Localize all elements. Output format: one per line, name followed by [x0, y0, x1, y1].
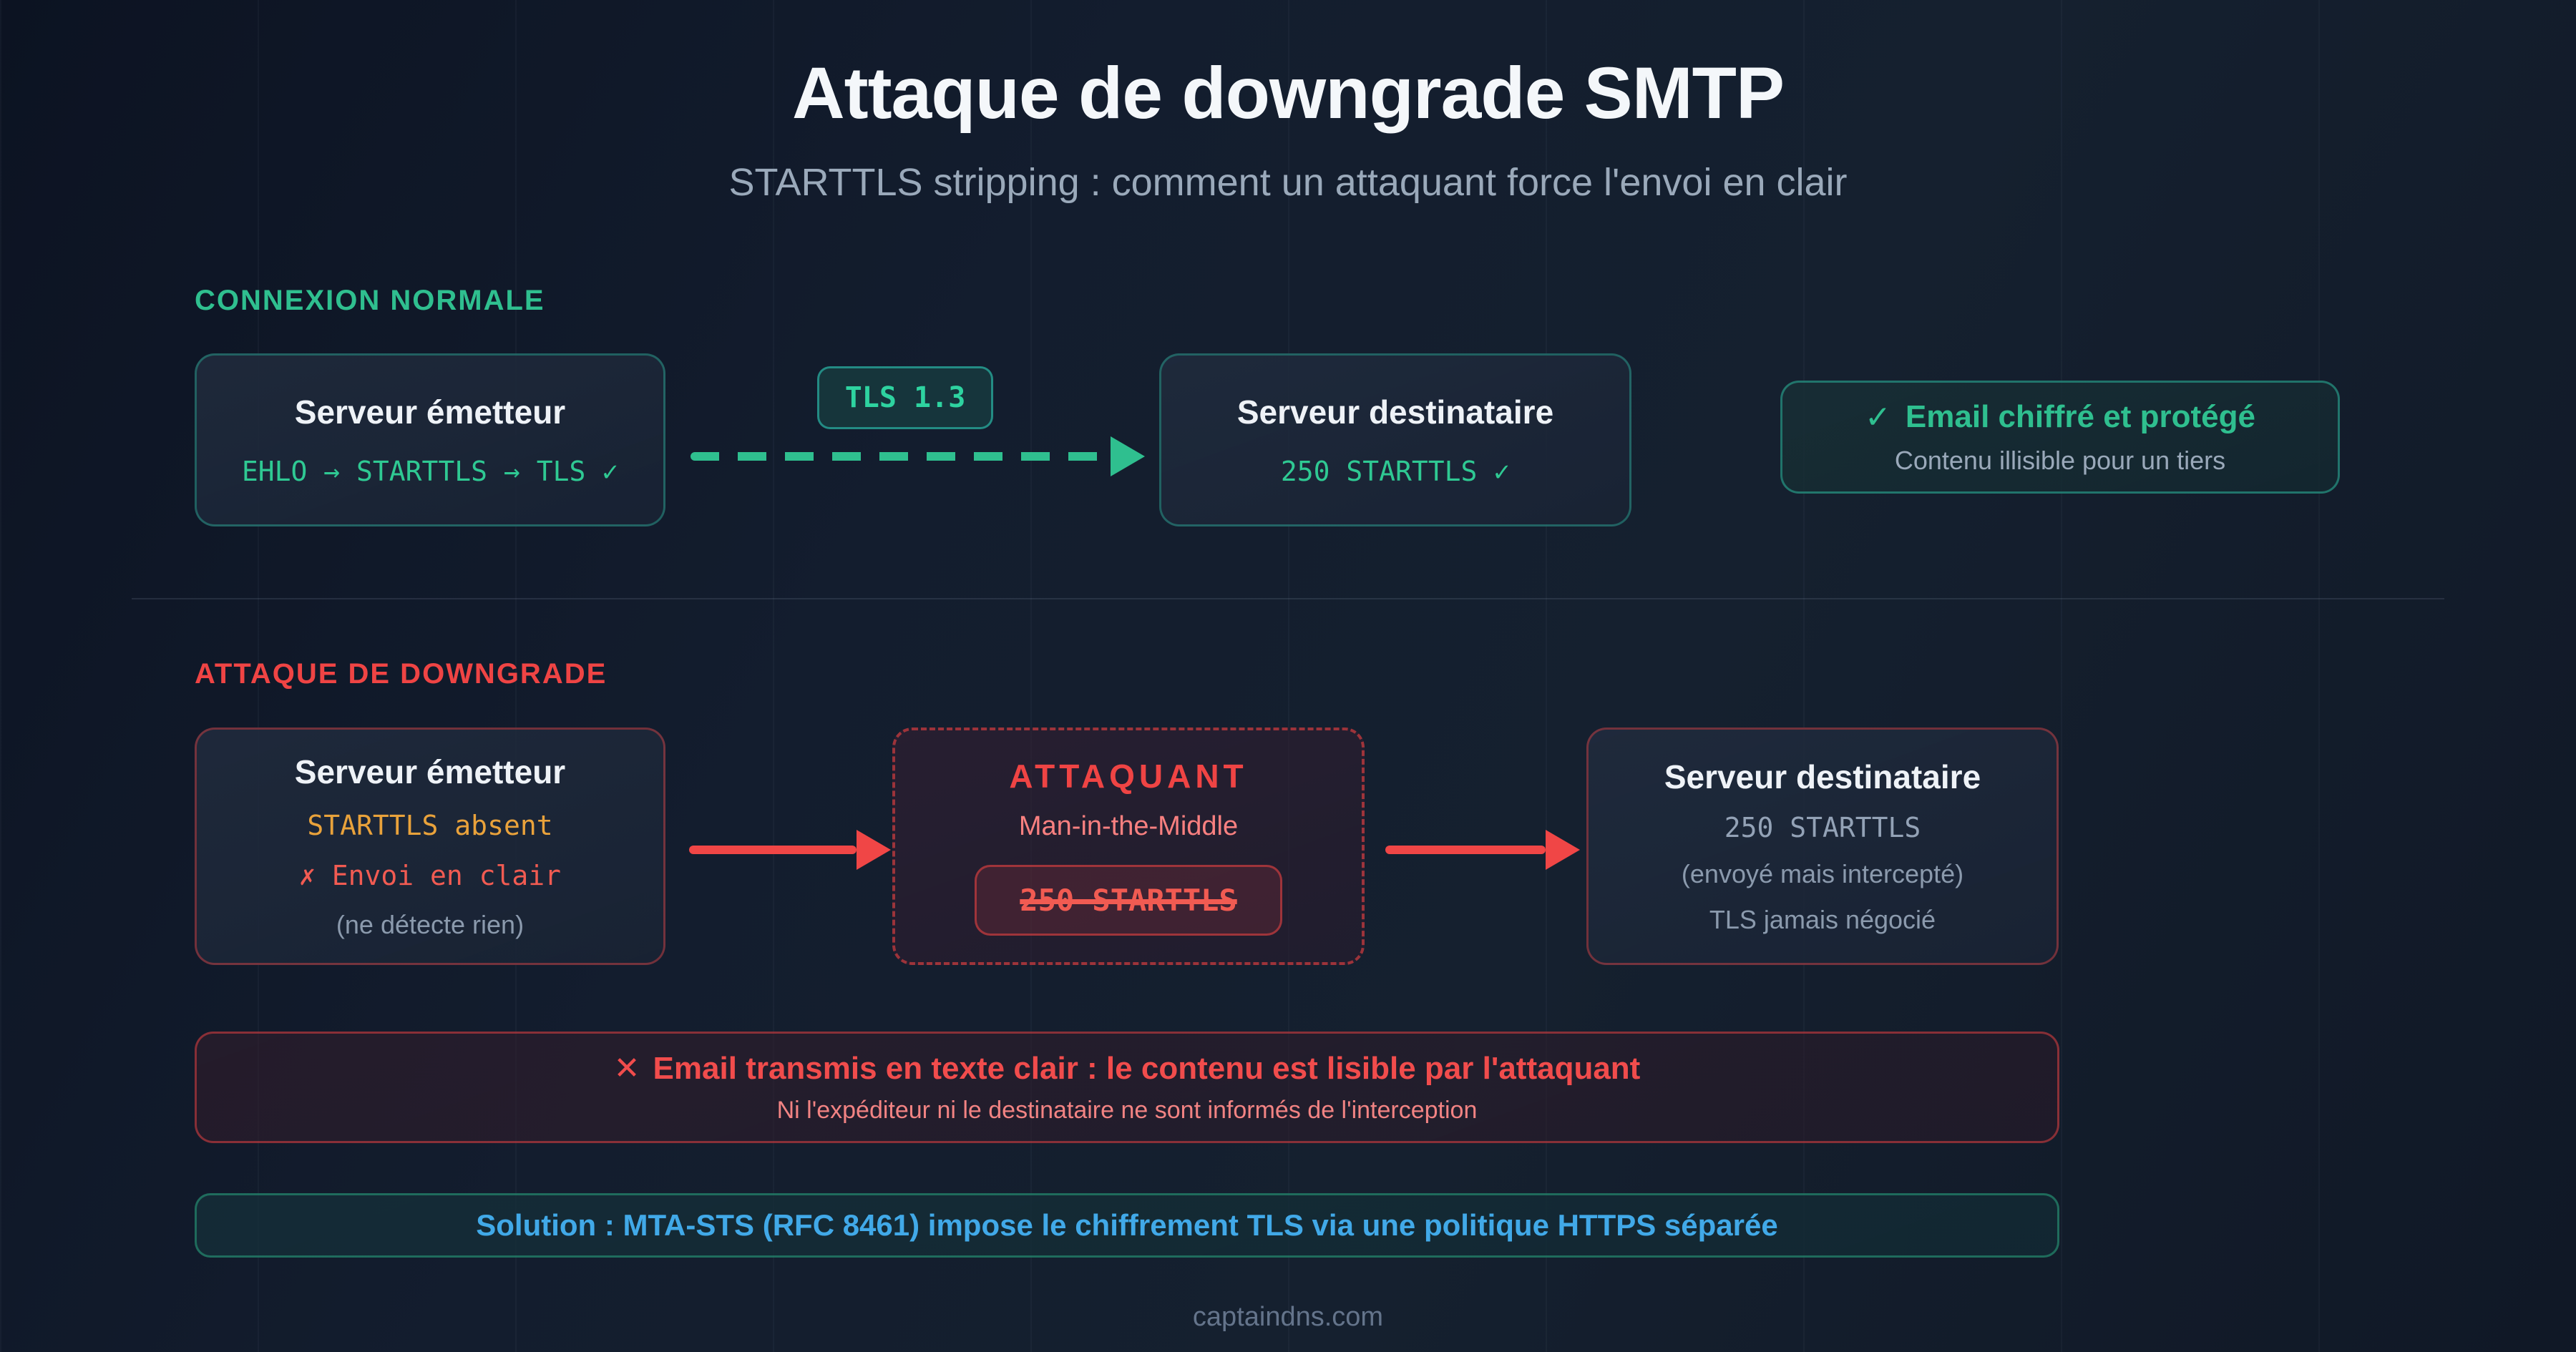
attack-sender-card: Serveur émetteur STARTTLS absent ✗ Envoi… [195, 728, 665, 965]
attack-arrow-right [1385, 830, 1580, 870]
normal-receiver-card: Serveur destinataire 250 STARTTLS ✓ [1159, 353, 1631, 526]
solution-text: Solution : MTA-STS (RFC 8461) impose le … [476, 1208, 1778, 1242]
attack-sender-line3: (ne détecte rien) [336, 910, 525, 939]
normal-section-label: CONNEXION NORMALE [195, 285, 545, 316]
normal-result-card: ✓ Email chiffré et protégé Contenu illis… [1780, 381, 2340, 494]
cross-icon: ✕ [613, 1050, 640, 1087]
warning-title: Email transmis en texte clair : le conte… [653, 1050, 1641, 1086]
page-subtitle: STARTTLS stripping : comment un attaquan… [728, 161, 1848, 204]
attack-receiver-line3: TLS jamais négocié [1709, 905, 1936, 934]
attack-receiver-line2: (envoyé mais intercepté) [1681, 859, 1964, 888]
tls-arrow-line [691, 452, 1111, 461]
solution-banner: Solution : MTA-STS (RFC 8461) impose le … [195, 1193, 2059, 1258]
attack-receiver-line1: 250 STARTTLS [1724, 812, 1921, 843]
normal-result-subtitle: Contenu illisible pour un tiers [1894, 445, 2226, 475]
attack-sender-title: Serveur émetteur [294, 753, 566, 790]
attack-arrow-left-head-icon [857, 830, 891, 870]
stripped-starttls-pill: 250 STARTTLS [975, 865, 1282, 936]
attack-receiver-card: Serveur destinataire 250 STARTTLS (envoy… [1586, 728, 2059, 965]
section-divider [132, 598, 2444, 599]
tls-arrow [691, 436, 1145, 476]
normal-sender-title: Serveur émetteur [294, 393, 566, 431]
check-icon: ✓ [1865, 398, 1891, 436]
attack-sender-line1: STARTTLS absent [307, 810, 553, 841]
attack-receiver-title: Serveur destinataire [1664, 758, 1981, 795]
normal-result-title: Email chiffré et protégé [1905, 399, 2255, 434]
warning-banner: ✕ Email transmis en texte clair : le con… [195, 1032, 2059, 1143]
footer-domain: captaindns.com [1192, 1302, 1384, 1332]
attack-arrow-left-line [689, 846, 857, 854]
attack-sender-line2: ✗ Envoi en clair [298, 860, 562, 891]
attacker-card: ATTAQUANT Man-in-the-Middle 250 STARTTLS [892, 728, 1365, 965]
tls-badge: TLS 1.3 [817, 366, 993, 429]
attack-arrow-left [689, 830, 891, 870]
page-title: Attaque de downgrade SMTP [791, 52, 1785, 134]
attack-arrow-right-head-icon [1546, 830, 1580, 870]
normal-sender-detail: EHLO → STARTTLS → TLS ✓ [241, 456, 619, 487]
attack-section-label: ATTAQUE DE DOWNGRADE [195, 658, 608, 690]
tls-arrow-head-icon [1111, 436, 1145, 476]
normal-sender-card: Serveur émetteur EHLO → STARTTLS → TLS ✓ [195, 353, 665, 526]
attack-arrow-right-line [1385, 846, 1546, 854]
warning-subtitle: Ni l'expéditeur ni le destinataire ne so… [776, 1097, 1478, 1124]
attacker-title: ATTAQUANT [1009, 758, 1248, 795]
attacker-subtitle: Man-in-the-Middle [1018, 811, 1239, 841]
normal-receiver-title: Serveur destinataire [1236, 393, 1554, 431]
normal-receiver-detail: 250 STARTTLS ✓ [1280, 456, 1511, 487]
